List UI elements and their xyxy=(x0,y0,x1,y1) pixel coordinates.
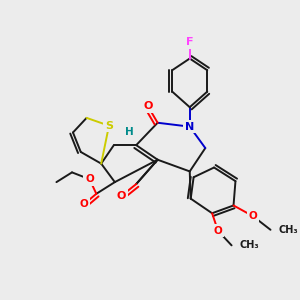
Text: F: F xyxy=(186,37,194,47)
Text: S: S xyxy=(105,121,113,131)
Text: O: O xyxy=(85,174,94,184)
Text: O: O xyxy=(79,200,88,209)
Text: O: O xyxy=(117,191,126,201)
Text: N: N xyxy=(185,122,194,132)
Text: O: O xyxy=(214,226,222,236)
Text: CH₃: CH₃ xyxy=(239,240,259,250)
Text: O: O xyxy=(143,101,153,111)
Text: H: H xyxy=(125,128,134,137)
Text: O: O xyxy=(249,211,257,221)
Text: CH₃: CH₃ xyxy=(278,225,298,235)
